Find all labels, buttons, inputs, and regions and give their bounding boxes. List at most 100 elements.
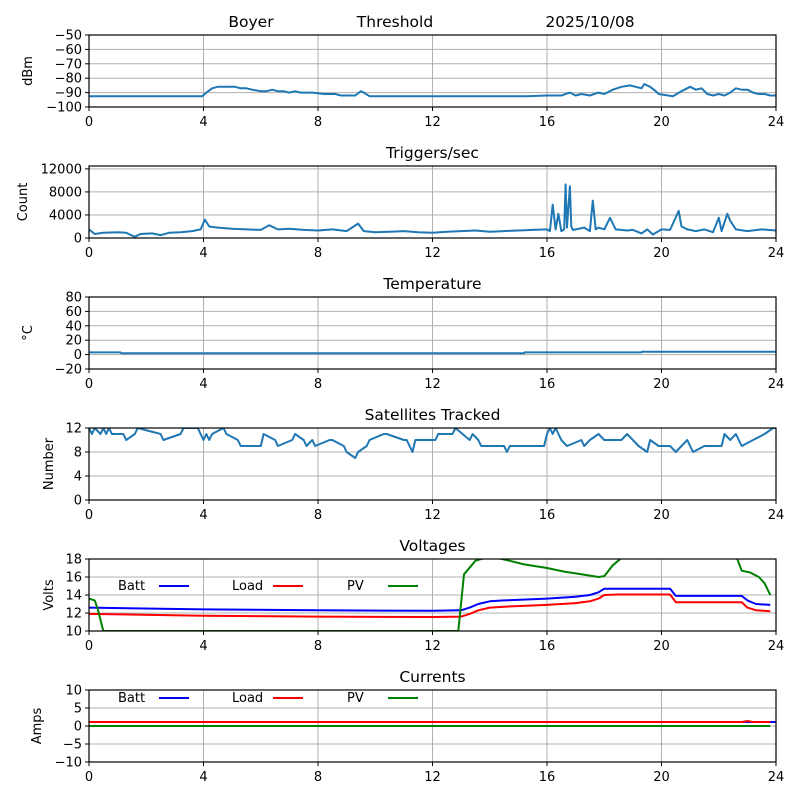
- y-tick-label: 80: [65, 291, 82, 306]
- x-tick-label: 4: [199, 246, 207, 261]
- x-tick-label: 0: [85, 639, 93, 654]
- x-tick-label: 16: [539, 115, 556, 130]
- y-tick-label: 0: [74, 720, 82, 735]
- x-tick-label: 12: [424, 115, 441, 130]
- x-tick-label: 24: [768, 115, 785, 130]
- x-tick-label: 4: [199, 770, 207, 785]
- series-line-load: [89, 720, 771, 723]
- x-tick-label: 12: [424, 246, 441, 261]
- x-tick-label: 0: [85, 115, 93, 130]
- x-tick-label: 12: [424, 377, 441, 392]
- y-tick-label: 18: [65, 553, 82, 568]
- series-line-pv: [89, 559, 772, 631]
- panel-title: Voltages: [399, 537, 465, 555]
- x-tick-label: 0: [85, 377, 93, 392]
- x-tick-label: 8: [314, 246, 322, 261]
- legend-label-load: Load: [232, 691, 263, 706]
- y-tick-label: 4: [74, 470, 82, 485]
- y-tick-label: 8: [74, 446, 82, 461]
- x-tick-label: 4: [199, 639, 207, 654]
- x-tick-label: 24: [768, 770, 785, 785]
- y-tick-label: 12: [65, 422, 82, 437]
- x-tick-label: 24: [768, 377, 785, 392]
- x-tick-label: 20: [653, 639, 670, 654]
- y-axis-label: Number: [42, 437, 57, 490]
- y-tick-label: 4000: [49, 208, 82, 223]
- x-tick-label: 8: [314, 639, 322, 654]
- y-tick-label: −80: [55, 72, 82, 87]
- x-tick-label: 20: [653, 770, 670, 785]
- x-tick-label: 16: [539, 770, 556, 785]
- series-line-load: [89, 593, 771, 618]
- y-tick-label: 12: [65, 607, 82, 622]
- x-tick-label: 24: [768, 246, 785, 261]
- series-line-temperature: [89, 350, 776, 355]
- y-axis-label: Amps: [30, 707, 45, 744]
- y-tick-label: −5: [63, 738, 82, 753]
- legend-label-batt: Batt: [118, 579, 145, 594]
- panel-currents: Batt Load PV 0 4 8 12 16 20 24 −10 −5 0 5 10 Amps Curren…: [30, 668, 784, 785]
- y-axis-label: Volts: [42, 579, 57, 611]
- panel-satellites: 0 4 8 12 16 20 24 0 4 8 12 Number Satellites Tracked: [42, 406, 784, 523]
- series-line-signal: [89, 83, 776, 98]
- x-tick-label: 0: [85, 508, 93, 523]
- x-tick-label: 8: [314, 377, 322, 392]
- y-tick-label: −60: [55, 43, 82, 58]
- y-tick-label: 40: [65, 319, 82, 334]
- series-line-triggers: [89, 183, 776, 238]
- y-axis-label: dBm: [21, 56, 36, 86]
- x-tick-label: 20: [653, 508, 670, 523]
- panel-title: Temperature: [382, 275, 481, 293]
- series-line-batt: [89, 587, 771, 612]
- y-tick-label: 10: [65, 625, 82, 640]
- x-tick-label: 4: [199, 377, 207, 392]
- y-tick-label: 20: [65, 334, 82, 349]
- x-tick-label: 8: [314, 115, 322, 130]
- x-tick-label: 16: [539, 508, 556, 523]
- y-tick-label: 14: [65, 589, 82, 604]
- panel-title: Satellites Tracked: [365, 406, 501, 424]
- y-tick-label: 8000: [49, 185, 82, 200]
- y-tick-label: 60: [65, 305, 82, 320]
- header-mode: Threshold: [356, 13, 433, 31]
- y-tick-label: −90: [55, 86, 82, 101]
- x-tick-label: 16: [539, 639, 556, 654]
- y-axis-label: °C: [21, 325, 36, 341]
- y-tick-label: 10: [65, 684, 82, 699]
- panel-title: Currents: [399, 668, 465, 686]
- y-tick-label: −100: [46, 101, 82, 116]
- legend-label-batt: Batt: [118, 691, 145, 706]
- legend-label-pv: PV: [347, 579, 364, 594]
- header-station: Boyer: [228, 13, 274, 31]
- x-tick-label: 12: [424, 639, 441, 654]
- x-tick-label: 24: [768, 639, 785, 654]
- panel-triggers: 0 4 8 12 16 20 24 0 4000 8000 12000 Count Triggers/s…: [16, 144, 784, 261]
- x-tick-label: 8: [314, 508, 322, 523]
- y-tick-label: −10: [55, 756, 82, 771]
- x-tick-label: 0: [85, 770, 93, 785]
- x-tick-label: 16: [539, 377, 556, 392]
- legend-label-load: Load: [232, 579, 263, 594]
- y-tick-label: 0: [74, 348, 82, 363]
- y-tick-label: −50: [55, 29, 82, 44]
- y-tick-label: 16: [65, 571, 82, 586]
- x-tick-label: 0: [85, 246, 93, 261]
- y-axis-label: Count: [16, 183, 31, 222]
- y-tick-label: 12000: [41, 162, 82, 177]
- panel-signal: 0 4 8 12 16 20 24 −100−90−80−70−60−50 dBm: [21, 29, 784, 131]
- panel-voltages: Batt Load PV 0 4 8 12 16 20 24 10 12 14 16 18 Volts Volt…: [42, 537, 784, 654]
- y-tick-label: −70: [55, 57, 82, 72]
- y-tick-label: 5: [74, 702, 82, 717]
- y-tick-label: −20: [55, 363, 82, 378]
- x-tick-label: 8: [314, 770, 322, 785]
- x-tick-label: 20: [653, 377, 670, 392]
- y-tick-label: 0: [74, 232, 82, 247]
- x-tick-label: 20: [653, 115, 670, 130]
- y-tick-label: 0: [74, 494, 82, 509]
- x-tick-label: 20: [653, 246, 670, 261]
- x-tick-label: 12: [424, 508, 441, 523]
- x-tick-label: 12: [424, 770, 441, 785]
- legend-label-pv: PV: [347, 691, 364, 706]
